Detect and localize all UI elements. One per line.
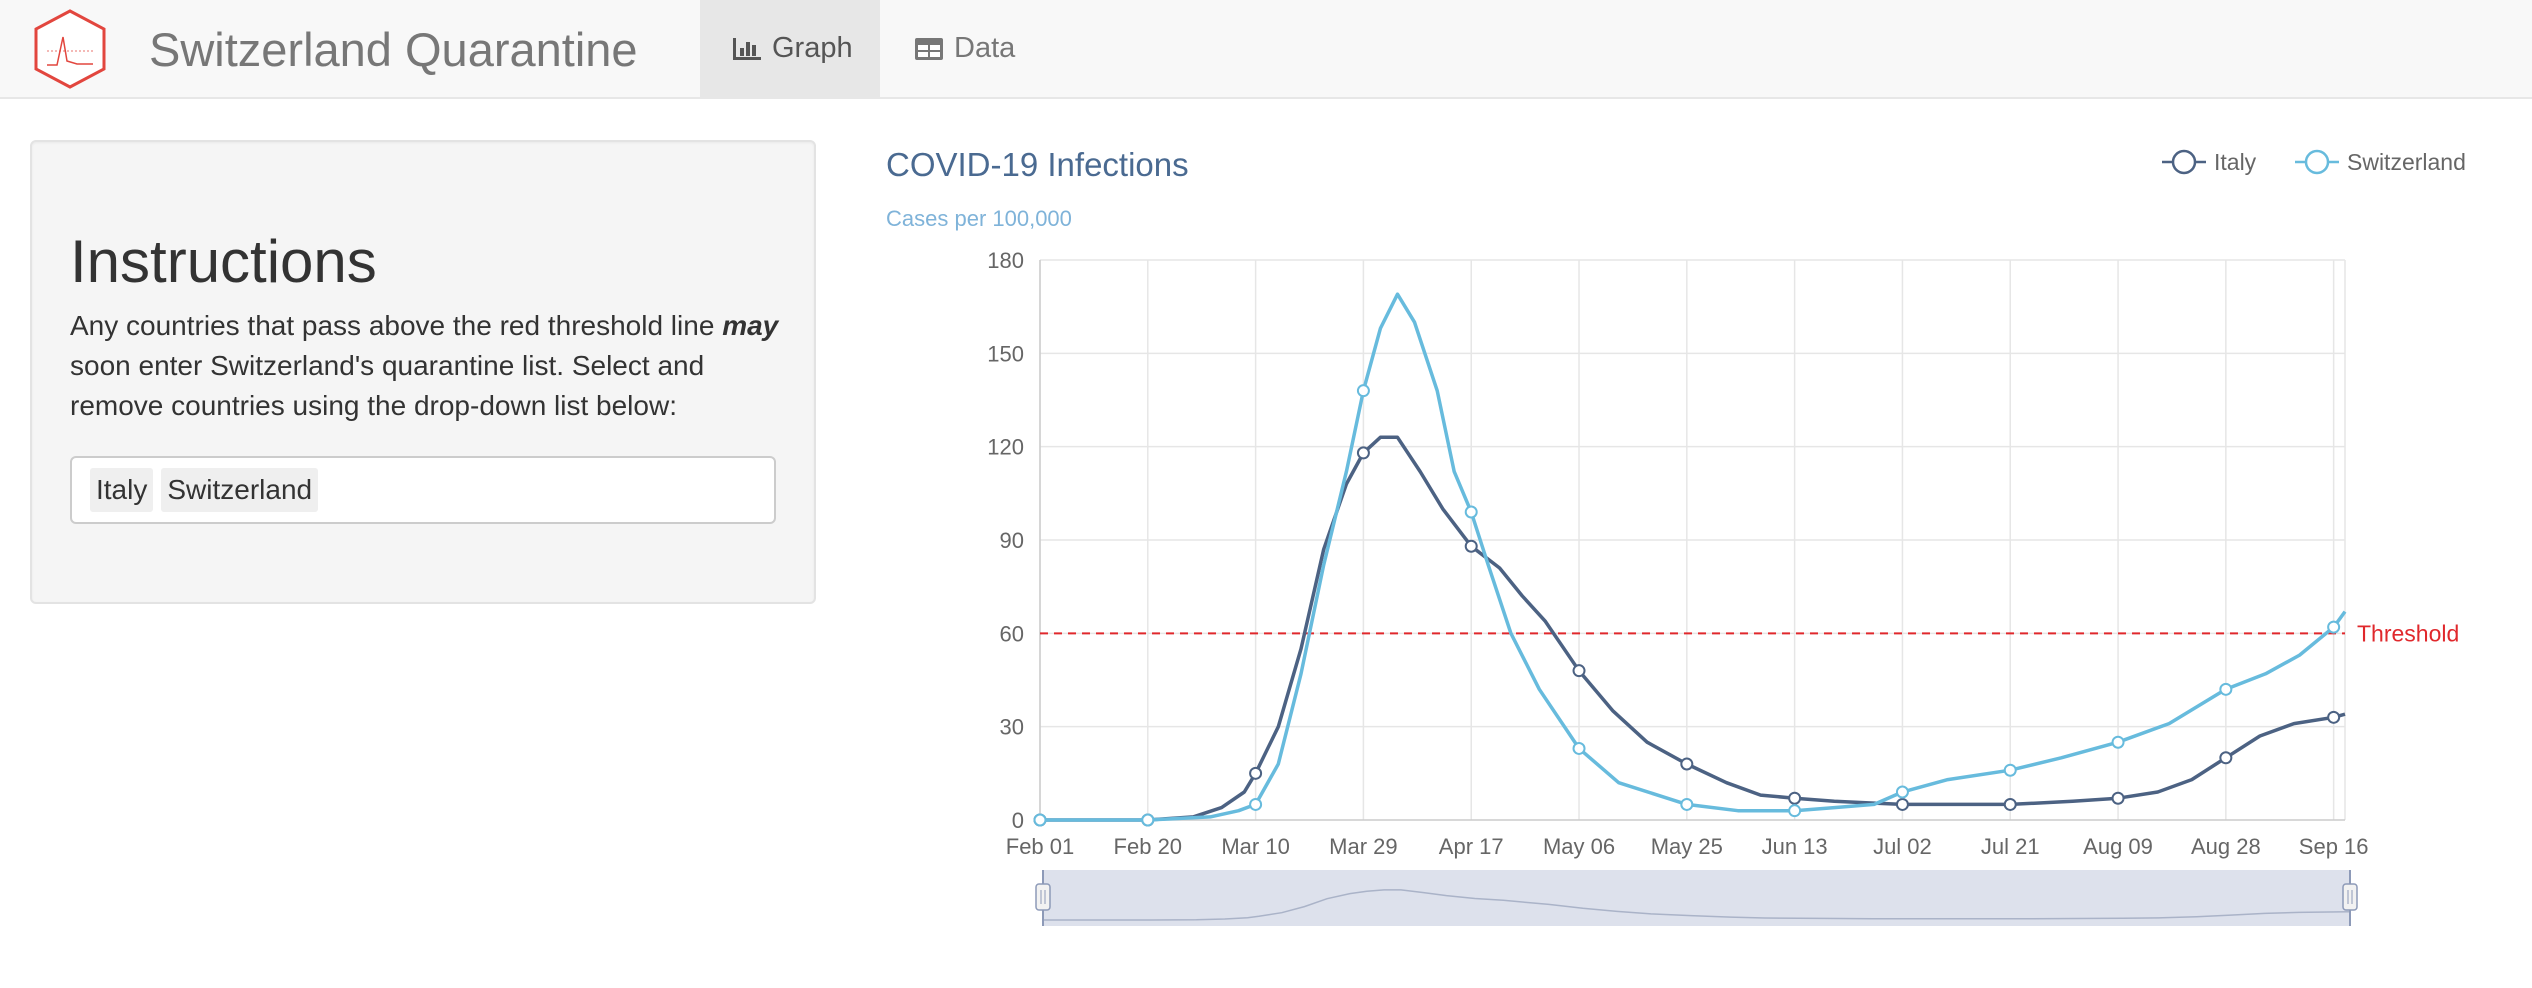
tab-graph[interactable]: Graph bbox=[700, 0, 880, 97]
x-tick-label: Apr 17 bbox=[1439, 834, 1504, 859]
data-point-switzerland bbox=[2327, 620, 2341, 634]
threshold-label: Threshold bbox=[2357, 620, 2459, 646]
x-tick-label: Aug 28 bbox=[2191, 834, 2261, 859]
instructions-text: Any countries that pass above the red th… bbox=[70, 306, 790, 426]
data-point-italy bbox=[1572, 664, 1586, 678]
data-point-italy bbox=[2003, 797, 2017, 811]
legend-label: Italy bbox=[2214, 149, 2257, 175]
y-tick-label: 180 bbox=[987, 248, 1024, 273]
x-tick-label: Jun 13 bbox=[1762, 834, 1828, 859]
data-point-switzerland bbox=[2219, 682, 2233, 696]
instructions-text-before: Any countries that pass above the red th… bbox=[70, 310, 723, 341]
data-point-italy bbox=[1356, 446, 1370, 460]
legend-marker bbox=[2304, 149, 2330, 175]
x-tick-label: Mar 29 bbox=[1329, 834, 1397, 859]
data-point-switzerland bbox=[1033, 813, 1047, 827]
data-point-switzerland bbox=[1788, 804, 1802, 818]
tab-data[interactable]: Data bbox=[880, 0, 1030, 97]
data-point-italy bbox=[1895, 797, 1909, 811]
data-point-switzerland bbox=[2003, 763, 2017, 777]
bar-chart-icon bbox=[733, 37, 761, 60]
data-point-italy bbox=[2219, 751, 2233, 765]
data-point-switzerland bbox=[1249, 797, 1263, 811]
instructions-text-after: soon enter Switzerland's quarantine list… bbox=[70, 350, 705, 421]
x-tick-label: Mar 10 bbox=[1221, 834, 1289, 859]
chart-title: COVID-19 Infections bbox=[886, 146, 1189, 183]
table-icon bbox=[915, 37, 943, 60]
data-point-italy bbox=[1464, 539, 1478, 553]
country-select[interactable]: Italy Switzerland bbox=[70, 456, 776, 524]
x-tick-label: Jul 21 bbox=[1981, 834, 2040, 859]
x-tick-label: Jul 02 bbox=[1873, 834, 1932, 859]
data-point-switzerland bbox=[1680, 797, 1694, 811]
hexagon-chart-logo[interactable] bbox=[33, 9, 107, 89]
y-tick-label: 120 bbox=[987, 435, 1024, 460]
data-point-switzerland bbox=[1356, 384, 1370, 398]
y-tick-label: 90 bbox=[1000, 528, 1024, 553]
data-point-italy bbox=[2327, 710, 2341, 724]
y-tick-label: 150 bbox=[987, 341, 1024, 366]
navigator-handle-left[interactable] bbox=[1035, 883, 1051, 911]
instructions-emphasis: may bbox=[722, 310, 779, 341]
tab-graph-label: Graph bbox=[772, 32, 853, 64]
series-line-italy bbox=[1040, 435, 2346, 822]
data-point-switzerland bbox=[1141, 813, 1155, 827]
y-tick-label: 30 bbox=[1000, 715, 1024, 740]
legend-label: Switzerland bbox=[2347, 149, 2466, 175]
covid-infections-chart: COVID-19 Infections Cases per 100,000 0 30 6… bbox=[886, 146, 2466, 926]
data-point-italy bbox=[1680, 757, 1694, 771]
data-point-switzerland bbox=[1895, 785, 1909, 799]
x-tick-label: Feb 01 bbox=[1006, 834, 1075, 859]
data-point-italy bbox=[2111, 791, 2125, 805]
x-tick-label: Sep 16 bbox=[2299, 834, 2369, 859]
y-tick-label: 0 bbox=[1012, 808, 1024, 833]
data-point-italy bbox=[1249, 766, 1263, 780]
series-line-switzerland bbox=[1040, 292, 2347, 822]
data-point-switzerland bbox=[1572, 741, 1586, 755]
navigator-handle-right[interactable] bbox=[2342, 883, 2358, 911]
legend-marker bbox=[2171, 149, 2197, 175]
data-point-switzerland bbox=[2111, 735, 2125, 749]
x-tick-label: Feb 20 bbox=[1114, 834, 1183, 859]
country-chip-italy[interactable]: Italy bbox=[90, 468, 154, 512]
tab-data-label: Data bbox=[954, 32, 1016, 64]
country-select-input[interactable] bbox=[326, 458, 774, 522]
x-tick-label: May 25 bbox=[1651, 834, 1723, 859]
y-tick-label: 60 bbox=[1000, 621, 1024, 646]
chart-subtitle: Cases per 100,000 bbox=[886, 206, 1072, 231]
data-point-switzerland bbox=[1464, 505, 1478, 519]
data-point-italy bbox=[1788, 791, 1802, 805]
app-title: Switzerland Quarantine bbox=[149, 23, 638, 76]
country-chip-switzerland[interactable]: Switzerland bbox=[161, 468, 319, 512]
x-tick-label: May 06 bbox=[1543, 834, 1615, 859]
x-tick-label: Aug 09 bbox=[2083, 834, 2153, 859]
instructions-heading: Instructions bbox=[70, 228, 377, 295]
navigator-series bbox=[1043, 889, 2351, 921]
sidebar-panel: Instructions Any countries that pass abo… bbox=[30, 140, 816, 604]
navbar: Switzerland Quarantine Graph Data bbox=[0, 0, 2532, 99]
